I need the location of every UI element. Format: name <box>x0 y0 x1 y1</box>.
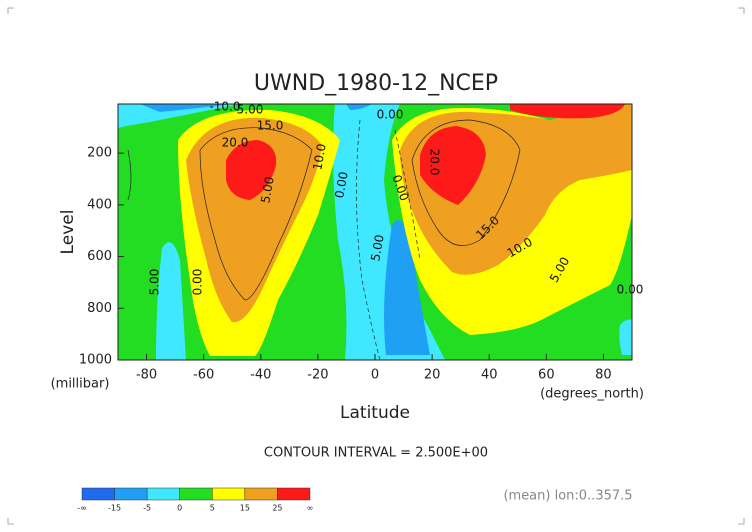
colorbar-label: 5 <box>210 504 215 513</box>
colorbar-label: -∞ <box>77 504 87 513</box>
contour-line <box>394 129 421 261</box>
contour-fill <box>346 104 372 110</box>
y-tick-label: 800 <box>87 301 112 316</box>
chart-title: UWND_1980-12_NCEP <box>254 71 498 96</box>
colorbar-label: 0 <box>177 504 182 513</box>
contour-fill <box>510 104 625 119</box>
y-axis-units: (millibar) <box>51 377 110 392</box>
colorbar-swatch <box>81 487 115 501</box>
colorbar-swatch <box>277 487 311 501</box>
contour-fill <box>118 104 240 128</box>
colorbar-swatch <box>179 487 213 501</box>
x-tick-label: 80 <box>595 368 612 383</box>
contour-line <box>199 127 313 301</box>
x-tick-label: 0 <box>371 368 379 383</box>
contour-label: 20.0 <box>428 149 442 176</box>
contour-label: 20.0 <box>222 136 249 150</box>
y-tick-label: 400 <box>87 197 112 212</box>
y-tick-label: 1000 <box>79 353 112 368</box>
fills <box>118 104 632 360</box>
colorbar-swatch <box>114 487 148 501</box>
x-tick-label: -80 <box>136 368 157 383</box>
y-axis-label: Level <box>58 210 78 255</box>
contour-label: 5.00 <box>148 269 162 296</box>
x-tick-label: 60 <box>538 368 555 383</box>
contour-line <box>127 149 132 201</box>
x-tick-label: 40 <box>481 368 498 383</box>
colorbar-swatch <box>212 487 246 501</box>
contour-fill <box>420 126 486 205</box>
contour-fill <box>619 319 632 355</box>
contour-label: 0.00 <box>191 269 205 296</box>
contour-interval: CONTOUR INTERVAL = 2.500E+00 <box>264 446 488 461</box>
contour-fill <box>333 104 445 360</box>
colorbar-label: ∞ <box>307 504 314 513</box>
x-axis-units: (degrees_north) <box>540 387 644 402</box>
x-axis-label: Latitude <box>340 403 410 423</box>
colorbar-label: 15 <box>240 504 250 513</box>
contour-line <box>356 119 381 360</box>
page-corners <box>7 7 745 525</box>
y-tick-label: 600 <box>87 249 112 264</box>
contour-label: 10.0 <box>310 143 328 172</box>
contour-fill <box>384 220 430 355</box>
contour-line <box>411 119 521 246</box>
contour-label: 0.00 <box>332 171 350 200</box>
contour-label: 5.00 <box>237 103 264 117</box>
contour-fill <box>186 117 322 323</box>
y-tick-label: 200 <box>87 146 112 161</box>
x-tick-label: -60 <box>193 368 214 383</box>
colorbar-label: -5 <box>143 504 151 513</box>
x-tick-label: -20 <box>307 368 328 383</box>
contour-fill <box>156 242 186 360</box>
colorbar-label: -15 <box>108 504 121 513</box>
contour-label: 5.00 <box>368 234 386 263</box>
contour-label: 5.00 <box>258 176 276 205</box>
colorbar-swatch <box>244 487 278 501</box>
contour-label: 0.00 <box>377 108 404 122</box>
contour-label: -10.0 <box>209 100 240 114</box>
footnote: (mean) lon:0..357.5 <box>503 489 632 504</box>
contour-label: 15.0 <box>257 119 284 133</box>
colorbar-swatch <box>146 487 180 501</box>
x-tick-label: 20 <box>424 368 441 383</box>
contour-fill <box>140 104 232 112</box>
x-tick-label: -40 <box>250 368 271 383</box>
contour-field <box>117 103 633 361</box>
contour-label: 0.00 <box>617 283 644 297</box>
contour-fill <box>226 140 277 200</box>
colorbar-label: 25 <box>272 504 282 513</box>
